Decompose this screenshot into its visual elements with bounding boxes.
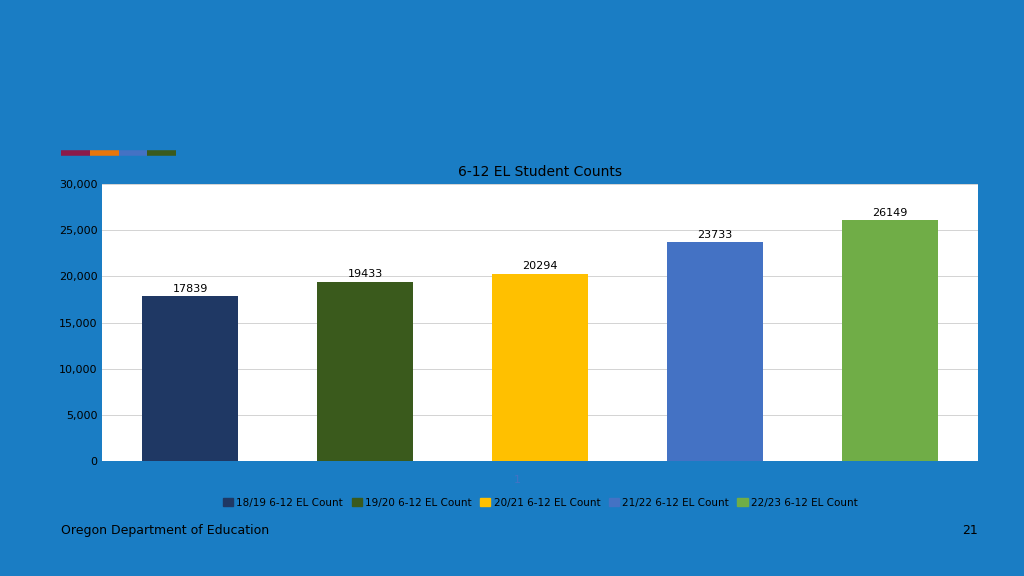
Text: Oregon Department of Education: Oregon Department of Education: [61, 524, 269, 537]
Text: 23733: 23733: [697, 230, 733, 240]
Text: 17839: 17839: [173, 284, 208, 294]
Bar: [317, 282, 414, 461]
Text: Population trend 6-12 students with EL status: Population trend 6-12 students with EL s…: [61, 63, 1014, 105]
Text: 26149: 26149: [872, 207, 907, 218]
Bar: [142, 297, 239, 461]
Legend: 18/19 6-12 EL Count, 19/20 6-12 EL Count, 20/21 6-12 EL Count, 21/22 6-12 EL Cou: 18/19 6-12 EL Count, 19/20 6-12 EL Count…: [219, 494, 861, 512]
Text: 1: 1: [514, 475, 520, 485]
Bar: [842, 220, 938, 461]
Text: 21: 21: [963, 524, 978, 537]
Title: 6-12 EL Student Counts: 6-12 EL Student Counts: [458, 165, 623, 179]
Text: 19433: 19433: [347, 270, 383, 279]
Bar: [667, 242, 763, 461]
Bar: [493, 274, 588, 461]
Text: 20294: 20294: [522, 262, 558, 271]
